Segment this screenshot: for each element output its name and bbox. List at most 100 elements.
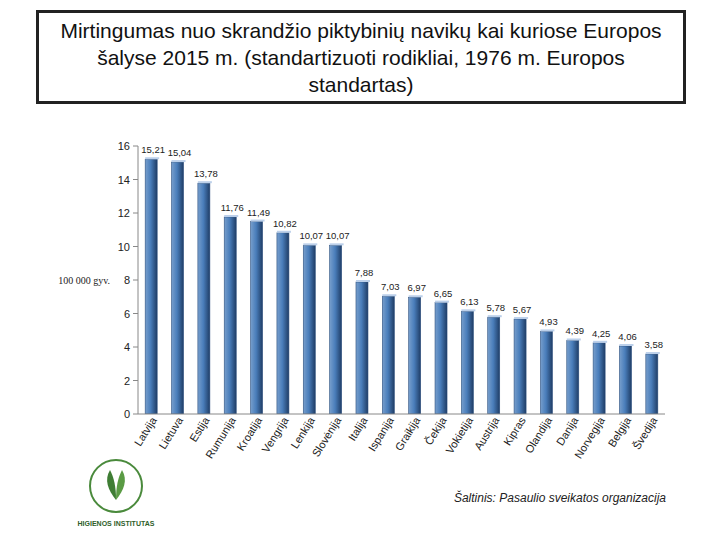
bar-cap [646, 352, 660, 354]
x-tick-label: Ispanija [366, 414, 397, 453]
y-tick-label: 4 [124, 341, 130, 353]
data-label: 13,78 [194, 168, 218, 179]
bar [409, 297, 421, 414]
x-tick-label: Norvegija [572, 414, 607, 461]
bar [646, 354, 658, 414]
y-tick [133, 313, 138, 314]
x-tick-label: Danija [554, 414, 581, 448]
bar [356, 282, 368, 414]
x-tick-label: Kipras [501, 414, 528, 447]
bar [382, 296, 394, 414]
bar [198, 183, 210, 414]
x-tick-label: Olandija [523, 414, 555, 455]
x-tick-label: Švedija [630, 414, 660, 452]
y-tick [133, 280, 138, 281]
data-labels: 15,2115,0413,7811,7611,4910,8210,0710,07… [141, 144, 663, 350]
data-label: 4,25 [592, 328, 611, 339]
logo-leaf [116, 470, 125, 500]
bar-cap [435, 301, 449, 303]
y-tick-label: 10 [118, 241, 130, 253]
data-label: 10,82 [273, 218, 297, 229]
bar [172, 162, 184, 414]
data-label: 7,88 [355, 267, 374, 278]
bar [224, 217, 236, 414]
data-label: 6,13 [460, 296, 479, 307]
bar-cap [567, 338, 581, 340]
y-tick-label: 12 [118, 207, 130, 219]
y-tick-label: 8 [124, 274, 130, 286]
bar [514, 319, 526, 414]
y-tick-label: 6 [124, 308, 130, 320]
bar [488, 317, 500, 414]
data-label: 15,04 [168, 147, 192, 158]
x-tick-label: Slovėnija [309, 414, 343, 459]
x-tick-label: Belgija [605, 414, 633, 449]
data-label: 4,06 [618, 331, 637, 342]
data-label: 5,78 [486, 302, 505, 313]
data-label: 3,58 [645, 339, 664, 350]
data-label: 7,03 [381, 281, 400, 292]
source: Šaltinis: Pasaulio sveikatos organizacij… [454, 490, 666, 505]
y-tick-label: 16 [118, 140, 130, 152]
data-label: 11,76 [221, 202, 244, 213]
y-tick [133, 414, 138, 415]
bar [540, 331, 552, 414]
y-tick-label: 14 [118, 174, 130, 186]
y-tick [133, 146, 138, 147]
bar [277, 233, 289, 414]
bar [303, 245, 315, 414]
bar-cap [251, 220, 265, 222]
data-label: 11,49 [247, 207, 270, 218]
data-label: 10,07 [326, 230, 350, 241]
y-tick [133, 246, 138, 247]
bar-cap [540, 329, 554, 331]
x-axis [138, 414, 665, 415]
data-label: 4,93 [539, 316, 558, 327]
x-tick-label: Vokietija [443, 414, 475, 456]
data-label: 10,07 [299, 230, 323, 241]
bar-cap [356, 280, 370, 282]
bar-cap [198, 181, 212, 183]
bar-cap [619, 344, 633, 346]
x-tick-label: Latvija [132, 414, 159, 448]
bar [567, 340, 579, 414]
y-tick-label: 2 [124, 375, 130, 387]
x-tick-label: Lietuva [156, 414, 185, 451]
bars [145, 157, 660, 414]
data-label: 5,67 [513, 304, 532, 315]
logo: HIGIENOS INSTITUTAS [78, 460, 155, 527]
bar-cap [330, 243, 344, 245]
y-axis-label: 100 000 gyv. [58, 275, 110, 286]
bar-cap [224, 215, 238, 217]
data-label: 15,21 [141, 144, 165, 155]
y-tick [133, 380, 138, 381]
bar-cap [382, 294, 396, 296]
x-tick-label: Estija [187, 414, 212, 444]
y-tick-label: 0 [124, 408, 130, 420]
bar [461, 311, 473, 414]
x-tick-label: Rumunija [203, 414, 238, 461]
bar [145, 159, 157, 414]
bar [435, 303, 447, 414]
data-label: 6,97 [407, 282, 426, 293]
bar-cap [461, 309, 475, 311]
bar-cap [277, 231, 291, 233]
bar-cap [488, 315, 502, 317]
bar-cap [145, 157, 159, 159]
y-tick [133, 179, 138, 180]
data-label: 6,65 [434, 288, 453, 299]
logo-text: HIGIENOS INSTITUTAS [78, 520, 155, 527]
bar-cap [172, 160, 186, 162]
bar-cap [514, 317, 528, 319]
y-tick [133, 347, 138, 348]
logo-ring [90, 460, 142, 512]
chart: 0 2 4 6 8 10 12 14 16 100 000 gyv. 15,2115,0413,78… [0, 0, 720, 540]
title: Mirtingumas nuo skrandžio piktybinių nav… [36, 10, 686, 104]
bar [251, 222, 263, 414]
x-tick-label: Čekija [422, 414, 449, 447]
y-tick [133, 213, 138, 214]
data-label: 4,39 [566, 325, 585, 336]
logo-leaf [107, 470, 116, 500]
bar [593, 343, 605, 414]
bar [330, 245, 342, 414]
